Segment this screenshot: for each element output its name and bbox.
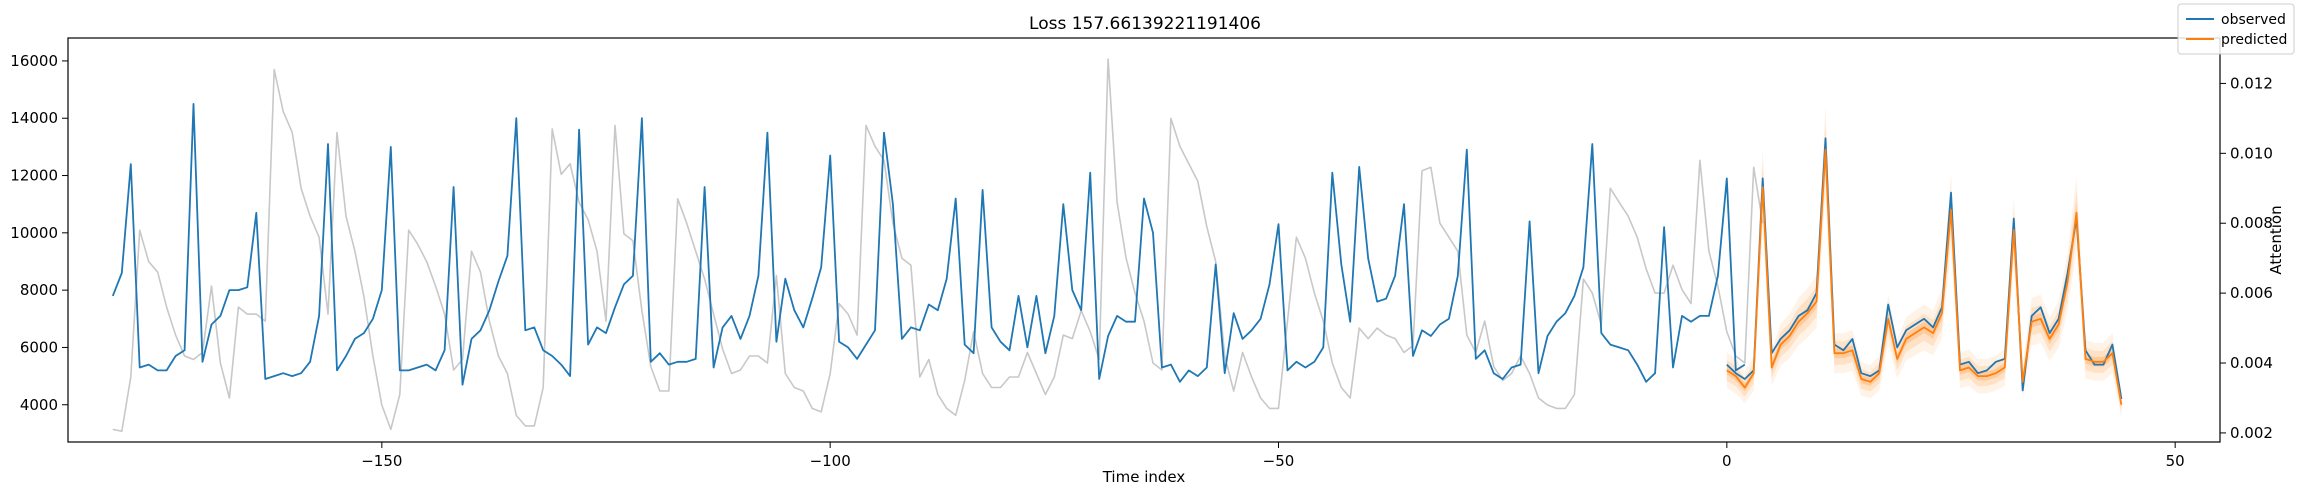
y2-tick-label-0-002: 0.002 <box>2230 424 2273 442</box>
y-tick-label-12000: 12000 <box>10 167 58 185</box>
band-middle <box>1726 123 2122 413</box>
predicted-line <box>1726 148 2123 405</box>
x-tick-label-0: 0 <box>1722 452 1732 470</box>
legend: observed predicted <box>2177 3 2295 55</box>
series-layer <box>111 58 2123 433</box>
band-inner <box>1726 138 2122 409</box>
y-tick-label-16000: 16000 <box>10 52 58 70</box>
y-axis: 4000 6000 8000 10000 12000 14000 16000 <box>10 52 68 414</box>
legend-predicted-label: predicted <box>2221 32 2287 48</box>
y2-tick-label-0-012: 0.012 <box>2230 74 2273 92</box>
attention-line <box>112 58 1764 433</box>
chart-title: Loss 157.66139221191406 <box>1029 14 1261 34</box>
y2-axis: 0.002 0.004 0.006 0.008 0.010 0.012 <box>2220 74 2273 442</box>
x-tick-label-50: 50 <box>2166 452 2185 470</box>
band-outer <box>1726 105 2122 419</box>
y-tick-label-6000: 6000 <box>20 338 58 356</box>
y2-tick-label-0-010: 0.010 <box>2230 144 2273 162</box>
legend-observed-label: observed <box>2221 12 2286 28</box>
y2-tick-label-0-008: 0.008 <box>2230 214 2273 232</box>
x-tick-label-100: −100 <box>810 452 851 470</box>
y2-axis-label: Attention <box>2267 205 2285 274</box>
x-axis-label: Time index <box>1102 468 1186 486</box>
y-tick-label-4000: 4000 <box>20 396 58 414</box>
observed-line <box>111 103 1746 386</box>
observed-forecast-line <box>1726 137 2123 400</box>
y-tick-label-10000: 10000 <box>10 224 58 242</box>
plot-frame <box>67 37 2221 443</box>
legend-box <box>2177 3 2295 55</box>
y-tick-label-8000: 8000 <box>20 281 58 299</box>
x-axis: −150 −100 −50 0 50 <box>361 442 2185 470</box>
x-tick-label-150: −150 <box>361 452 402 470</box>
y-tick-label-14000: 14000 <box>10 109 58 127</box>
y2-tick-label-0-004: 0.004 <box>2230 354 2273 372</box>
x-tick-label-50: −50 <box>1263 452 1295 470</box>
prediction-bands <box>1726 105 2122 419</box>
y2-tick-label-0-006: 0.006 <box>2230 284 2273 302</box>
